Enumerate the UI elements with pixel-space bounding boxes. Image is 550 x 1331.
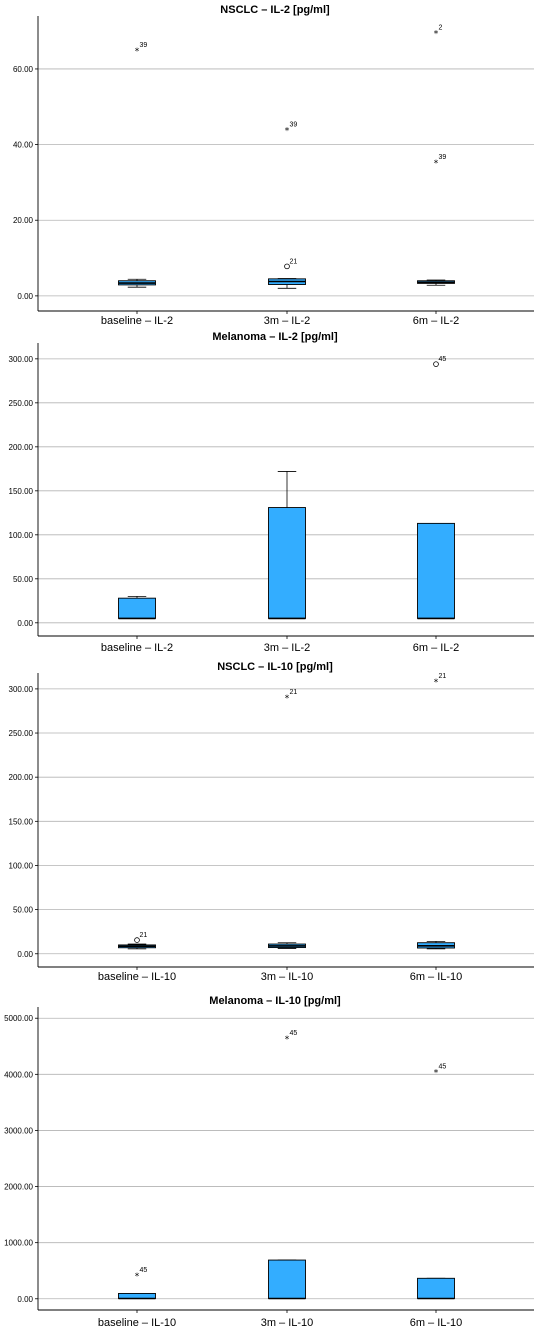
iqr-box [417, 1277, 455, 1299]
outlier-star: * [285, 694, 290, 704]
chart-svg: Melanoma – IL-10 [pg/ml] 0.00 1000.00 2000.… [4, 995, 534, 1329]
iqr-box [118, 597, 156, 619]
outlier-label: 39 [290, 121, 298, 128]
y-tick-label: 100.00 [9, 861, 34, 870]
box-2 [417, 279, 455, 286]
outlier-label: 21 [290, 258, 298, 265]
y-tick-label: 1000.00 [4, 1239, 33, 1248]
box-0 [118, 943, 156, 950]
category-label: baseline – IL-10 [98, 971, 176, 983]
chart-title: NSCLC – IL-10 [pg/ml] [217, 661, 333, 673]
outlier-label: 45 [140, 1267, 148, 1274]
category-label: baseline – IL-2 [101, 642, 173, 654]
outlier-circle [134, 937, 140, 943]
category-label: baseline – IL-10 [98, 1317, 176, 1329]
chart-melanoma-il10: Melanoma – IL-10 [pg/ml] 0.00 1000.00 2000.… [0, 988, 550, 1331]
y-tick-label: 0.00 [17, 292, 33, 301]
y-tick-label: 0.00 [17, 950, 33, 959]
iqr-box [268, 1259, 306, 1299]
outlier-label: 39 [140, 42, 148, 49]
y-tick-label: 60.00 [13, 65, 34, 74]
box-1 [268, 471, 306, 620]
outlier-star: * [135, 1272, 140, 1282]
y-tick-label: 250.00 [9, 399, 34, 408]
box-0 [118, 596, 156, 620]
outlier-label: 2 [439, 24, 443, 31]
category-label: 3m – IL-2 [264, 315, 310, 327]
chart-svg: NSCLC – IL-10 [pg/ml] 0.00 50.00 100.00 150.… [9, 661, 534, 983]
box-1 [268, 1259, 306, 1300]
y-tick-label: 4000.00 [4, 1070, 33, 1079]
chart-title: Melanoma – IL-2 [pg/ml] [212, 331, 338, 343]
box-0 [118, 1292, 156, 1300]
outlier-star: * [285, 1035, 290, 1045]
category-label: 6m – IL-10 [410, 971, 463, 983]
outlier-star: * [434, 1069, 439, 1079]
chart-svg: Melanoma – IL-2 [pg/ml] 0.00 50.00 100.00 15… [9, 331, 534, 654]
outlier-star: * [434, 159, 439, 169]
box-2 [417, 940, 455, 950]
chart-title: Melanoma – IL-10 [pg/ml] [209, 995, 341, 1007]
y-tick-label: 150.00 [9, 487, 34, 496]
category-label: 3m – IL-10 [261, 1317, 314, 1329]
outlier-star: * [434, 678, 439, 688]
category-label: 6m – IL-10 [410, 1317, 463, 1329]
y-tick-label: 200.00 [9, 773, 34, 782]
outlier-label: 45 [439, 1064, 447, 1071]
y-tick-label: 2000.00 [4, 1183, 33, 1192]
y-tick-label: 300.00 [9, 685, 34, 694]
outlier-label: 45 [290, 1030, 298, 1037]
outlier-label: 21 [140, 932, 148, 939]
iqr-box [268, 507, 306, 619]
y-tick-label: 3000.00 [4, 1126, 33, 1135]
outlier-label: 21 [290, 689, 298, 696]
outlier-star: * [135, 47, 140, 57]
box-0 [118, 278, 156, 288]
y-tick-label: 200.00 [9, 443, 34, 452]
outlier-star: * [434, 29, 439, 39]
y-tick-label: 40.00 [13, 141, 34, 150]
chart-title: NSCLC – IL-2 [pg/ml] [220, 4, 330, 16]
category-label: 6m – IL-2 [413, 642, 459, 654]
outlier-label: 39 [439, 154, 447, 161]
y-tick-label: 0.00 [17, 619, 33, 628]
category-label: 6m – IL-2 [413, 315, 459, 327]
box-2 [417, 522, 455, 620]
outlier-circle [284, 263, 290, 270]
y-tick-label: 150.00 [9, 817, 34, 826]
outlier-star: * [285, 126, 290, 136]
y-tick-label: 50.00 [13, 575, 34, 584]
outlier-label: 21 [439, 673, 447, 680]
chart-svg: NSCLC – IL-2 [pg/ml] 0.00 20.00 40.00 60.00 b… [13, 4, 534, 327]
y-tick-label: 5000.00 [4, 1014, 33, 1023]
box-1 [268, 278, 306, 289]
category-label: 3m – IL-2 [264, 642, 310, 654]
box-1 [268, 942, 306, 949]
outlier-circle [433, 361, 439, 367]
y-tick-label: 50.00 [13, 906, 34, 915]
chart-nsclc-il10: NSCLC – IL-10 [pg/ml] 0.00 50.00 100.00 150.… [0, 660, 550, 988]
y-tick-label: 20.00 [13, 216, 34, 225]
iqr-box [417, 522, 455, 619]
category-label: 3m – IL-10 [261, 971, 314, 983]
category-label: baseline – IL-2 [101, 315, 173, 327]
chart-nsclc-il2: NSCLC – IL-2 [pg/ml] 0.00 20.00 40.00 60.00 b… [0, 0, 550, 330]
outlier-label: 45 [439, 356, 447, 363]
y-tick-label: 250.00 [9, 729, 34, 738]
y-tick-label: 0.00 [17, 1295, 33, 1304]
y-tick-label: 300.00 [9, 355, 34, 364]
chart-melanoma-il2: Melanoma – IL-2 [pg/ml] 0.00 50.00 100.00 15… [0, 330, 550, 660]
box-2 [417, 1277, 455, 1300]
y-tick-label: 100.00 [9, 531, 34, 540]
